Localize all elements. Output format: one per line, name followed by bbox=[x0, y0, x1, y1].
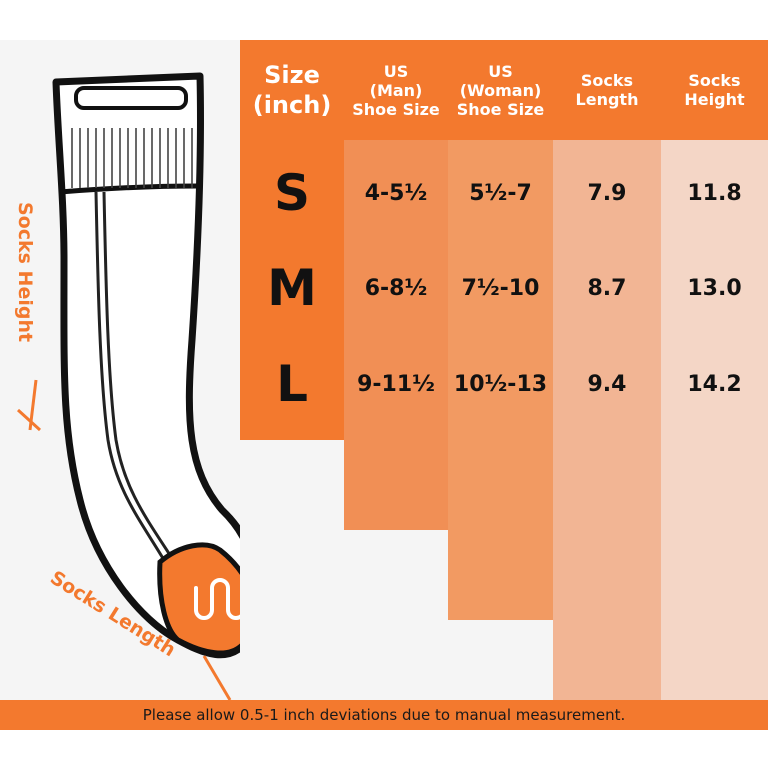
table-cell-man-s: 4-5½ bbox=[364, 180, 428, 206]
footer-note: Please allow 0.5-1 inch deviations due t… bbox=[0, 700, 768, 730]
header-socks-height: Socks Height bbox=[684, 71, 745, 109]
header-band bbox=[240, 40, 768, 140]
table-cell-woman-s: 5½-7 bbox=[469, 180, 532, 206]
header-us-man: US (Man) Shoe Size bbox=[352, 61, 440, 119]
sock-illustration-icon bbox=[16, 72, 240, 700]
table-cell-woman-l: 10½-13 bbox=[453, 371, 548, 397]
table-cell-height-m: 13.0 bbox=[687, 275, 742, 301]
table-cell-length-l: 9.4 bbox=[587, 371, 627, 397]
table-cell-length-m: 8.7 bbox=[587, 275, 627, 301]
size-m: M bbox=[267, 259, 317, 317]
table-cell-length-s: 7.9 bbox=[587, 180, 627, 206]
table-cell-height-s: 11.8 bbox=[687, 180, 742, 206]
header-us-woman: US (Woman) Shoe Size bbox=[456, 61, 545, 119]
header-socks-length: Socks Length bbox=[575, 71, 639, 109]
socks-height-column-bg bbox=[661, 40, 768, 700]
table-cell-woman-m: 7½-10 bbox=[461, 275, 540, 301]
table-cell-man-l: 9-11½ bbox=[357, 371, 435, 397]
socks-length-column-bg bbox=[553, 40, 661, 700]
table-cell-height-l: 14.2 bbox=[687, 371, 742, 397]
socks-height-label: Socks Height bbox=[14, 202, 36, 343]
size-s: S bbox=[273, 164, 310, 222]
size-l: L bbox=[276, 355, 308, 413]
header-size: Size (inch) bbox=[252, 61, 332, 119]
table-cell-man-m: 6-8½ bbox=[364, 275, 428, 301]
